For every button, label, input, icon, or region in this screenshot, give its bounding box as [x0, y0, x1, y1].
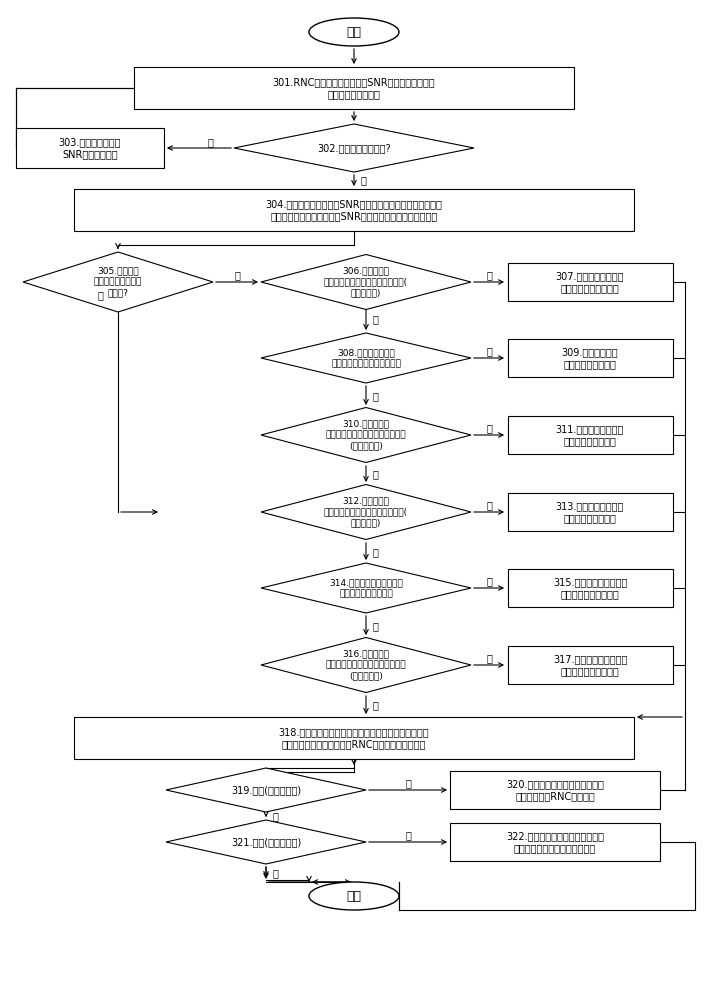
- Text: 否: 否: [372, 700, 378, 710]
- Text: 否: 否: [372, 621, 378, 631]
- Text: 否: 否: [372, 547, 378, 557]
- Polygon shape: [261, 638, 471, 692]
- Text: 322.向服务器发送控制消息，减少
服务器发送给本地网元的数据量: 322.向服务器发送控制消息，减少 服务器发送给本地网元的数据量: [506, 831, 604, 853]
- Text: 318.将所确定的可发送最大数据量换算成速率，与本段
时间内计算的服务器发送给RNC的数据速率进行比对: 318.将所确定的可发送最大数据量换算成速率，与本段 时间内计算的服务器发送给R…: [279, 727, 429, 749]
- Text: 是: 是: [486, 423, 492, 433]
- Text: 是: 是: [486, 270, 492, 280]
- Text: 是: 是: [486, 500, 492, 510]
- Polygon shape: [261, 563, 471, 613]
- FancyBboxPatch shape: [508, 569, 673, 607]
- Text: 是: 是: [234, 270, 240, 280]
- Text: 302.配置时间周期超时?: 302.配置时间周期超时?: [317, 143, 391, 153]
- Text: 310.本次计算的
缓存余量小于上次保存的缓存余量
(到一定比例): 310.本次计算的 缓存余量小于上次保存的缓存余量 (到一定比例): [326, 419, 406, 451]
- Polygon shape: [234, 124, 474, 172]
- Text: 是: 是: [486, 653, 492, 663]
- Polygon shape: [261, 408, 471, 462]
- Text: 否: 否: [207, 137, 213, 147]
- Text: 306.本次计算的
缓存余量大于上次保存的缓存余量(
到一定比例): 306.本次计算的 缓存余量大于上次保存的缓存余量( 到一定比例): [324, 266, 408, 298]
- Text: 否: 否: [372, 391, 378, 401]
- Text: 315.使用本次获取的可发
送最大数据量发送数据: 315.使用本次获取的可发 送最大数据量发送数据: [553, 577, 627, 599]
- Polygon shape: [166, 768, 366, 812]
- Text: 314.本次计算的缓存余量等
于上次保存的缓存余量: 314.本次计算的缓存余量等 于上次保存的缓存余量: [329, 578, 403, 598]
- Polygon shape: [23, 252, 213, 312]
- Text: 309.使用本次计算
的可发送最大数据量: 309.使用本次计算 的可发送最大数据量: [561, 347, 618, 369]
- Text: 321.小于(到一定比例): 321.小于(到一定比例): [231, 837, 301, 847]
- Polygon shape: [261, 485, 471, 540]
- Text: 316.本次计算的
缓存余量小于上次保存的缓存余量
(到一定比例): 316.本次计算的 缓存余量小于上次保存的缓存余量 (到一定比例): [326, 649, 406, 681]
- Polygon shape: [261, 254, 471, 310]
- Text: 312.本次计算的
缓存余量大于上次保存的缓存余量(
到一定比例): 312.本次计算的 缓存余量大于上次保存的缓存余量( 到一定比例): [324, 496, 408, 528]
- Text: 是: 是: [405, 778, 411, 788]
- FancyBboxPatch shape: [508, 493, 673, 531]
- Text: 317.可参考对应表将可发
送最大数据量调小一级: 317.可参考对应表将可发 送最大数据量调小一级: [553, 654, 627, 676]
- Text: 313.依然使用上次保留
的可发送最大数据量: 313.依然使用上次保留 的可发送最大数据量: [556, 501, 624, 523]
- FancyBboxPatch shape: [450, 771, 660, 809]
- Text: 301.RNC接收终端测量报告的SNR值、接收基站上报
缓存区的剩余缓存量: 301.RNC接收终端测量报告的SNR值、接收基站上报 缓存区的剩余缓存量: [273, 77, 435, 99]
- Text: 311.依然使用上次保留
的可发送最大数据量: 311.依然使用上次保留 的可发送最大数据量: [556, 424, 624, 446]
- Text: 否: 否: [97, 290, 103, 300]
- Text: 是: 是: [486, 346, 492, 356]
- Ellipse shape: [309, 18, 399, 46]
- Text: 否: 否: [372, 314, 378, 324]
- FancyBboxPatch shape: [508, 263, 673, 301]
- Text: 319.大于(到一定比例): 319.大于(到一定比例): [231, 785, 301, 795]
- FancyBboxPatch shape: [508, 646, 673, 684]
- Text: 是: 是: [360, 175, 366, 185]
- Text: 303.保留本次采集的
SNR值和缓存余量: 303.保留本次采集的 SNR值和缓存余量: [59, 137, 121, 159]
- Text: 307.参考对应表将可发
送最大数据量调大一级: 307.参考对应表将可发 送最大数据量调大一级: [556, 271, 624, 293]
- FancyBboxPatch shape: [74, 189, 634, 231]
- Text: 304.计算此时间周期内的SNR均值、缓存余量均值，清除历史
记录，找到对应表获取当前SNR均值对应的可发送最大数据量: 304.计算此时间周期内的SNR均值、缓存余量均值，清除历史 记录，找到对应表获…: [266, 199, 442, 221]
- Text: 是: 是: [405, 830, 411, 840]
- Polygon shape: [261, 333, 471, 383]
- Text: 否: 否: [272, 811, 278, 821]
- Text: 是: 是: [486, 576, 492, 586]
- Ellipse shape: [309, 882, 399, 910]
- Text: 否: 否: [372, 469, 378, 479]
- Text: 320.向服务器发送控制消息，增加
服务器发送给RNC的数据量: 320.向服务器发送控制消息，增加 服务器发送给RNC的数据量: [506, 779, 604, 801]
- Polygon shape: [166, 820, 366, 864]
- Text: 否: 否: [272, 868, 278, 878]
- Text: 305.本次可发
送最大数据量大于等
于上次?: 305.本次可发 送最大数据量大于等 于上次?: [94, 266, 142, 298]
- FancyBboxPatch shape: [134, 67, 574, 109]
- Text: 308.本次计算的缓存
余量等于上次保存的缓存余量: 308.本次计算的缓存 余量等于上次保存的缓存余量: [331, 348, 401, 368]
- FancyBboxPatch shape: [450, 823, 660, 861]
- Text: 开始: 开始: [346, 25, 362, 38]
- Text: 结束: 结束: [346, 890, 362, 902]
- FancyBboxPatch shape: [508, 416, 673, 454]
- FancyBboxPatch shape: [508, 339, 673, 377]
- FancyBboxPatch shape: [74, 717, 634, 759]
- FancyBboxPatch shape: [16, 128, 164, 168]
